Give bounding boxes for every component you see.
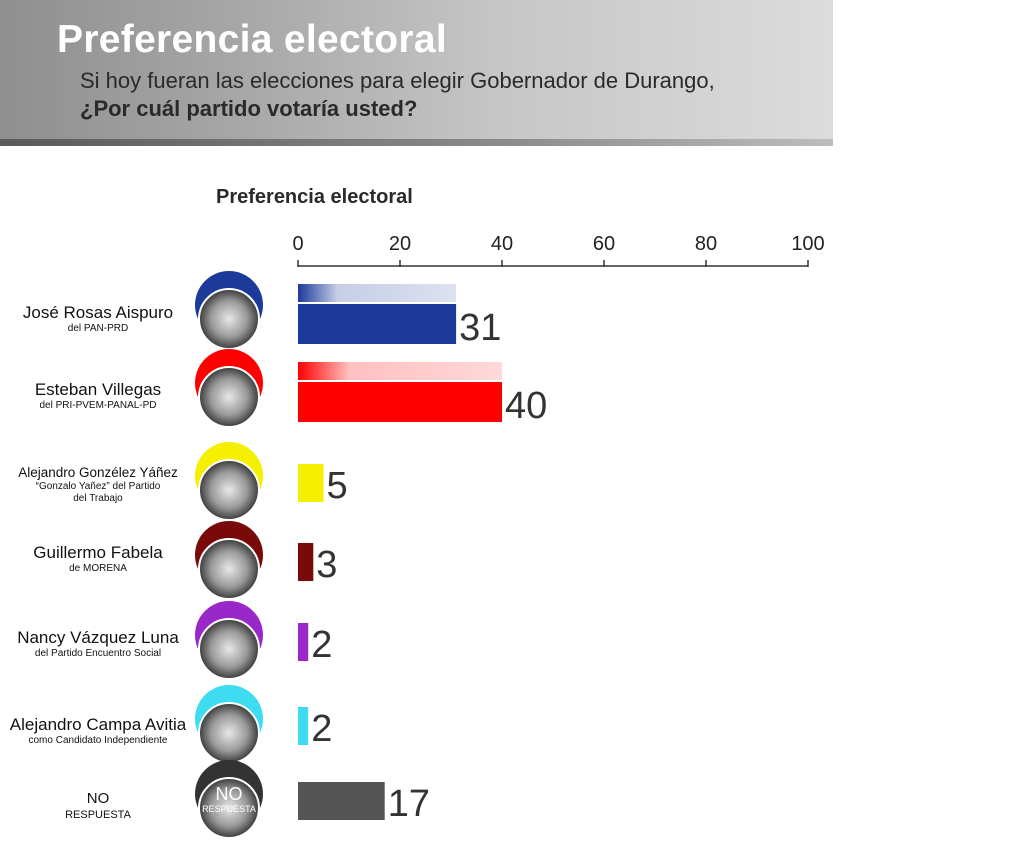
- candidate-name: Alejandro Campa Avitia: [9, 715, 187, 734]
- x-tick-label: 100: [791, 233, 824, 255]
- candidate-party: “Gonzalo Yañez” del Partido: [35, 481, 161, 492]
- data-label: 17: [388, 783, 430, 825]
- avatar: [198, 777, 260, 839]
- candidate-name: Alejandro Gonzélez Yáñez: [18, 465, 178, 480]
- bar-highlight: [298, 362, 502, 380]
- candidate-party: del Trabajo: [73, 493, 123, 504]
- bar: [298, 782, 385, 820]
- candidate-party: de MORENA: [69, 563, 127, 574]
- x-tick-label: 0: [292, 233, 303, 255]
- bar: [298, 543, 314, 581]
- avatar: [198, 618, 260, 680]
- bar: [298, 623, 309, 661]
- candidate-party: como Candidato Independiente: [28, 735, 168, 746]
- candidate-label: Nancy Vázquez Luna del Partido Encuentro…: [6, 628, 190, 660]
- avatar-text: RESPUESTA: [202, 804, 256, 814]
- candidate-label: José Rosas Aispuro del PAN-PRD: [6, 303, 190, 335]
- data-label: 5: [327, 465, 348, 507]
- page-title: Preferencia electoral: [57, 18, 448, 61]
- candidate-label: Alejandro Gonzélez Yáñez “Gonzalo Yañez”…: [6, 465, 190, 505]
- candidate-party: RESPUESTA: [65, 809, 131, 821]
- candidate-name: NO: [86, 790, 110, 807]
- header-band: [0, 0, 833, 146]
- bar-highlight: [298, 284, 457, 302]
- bar: [298, 304, 457, 344]
- data-label: 2: [311, 708, 332, 750]
- bar: [298, 707, 309, 745]
- question-emphasis: ¿Por cuál partido votaría usted?: [80, 96, 418, 121]
- candidate-party: del Partido Encuentro Social: [34, 648, 162, 659]
- candidate-party: del PAN-PRD: [67, 323, 129, 334]
- candidate-label: NO RESPUESTA: [6, 789, 190, 821]
- x-tick-label: 40: [491, 233, 513, 255]
- data-label: 40: [505, 385, 547, 427]
- candidate-name: Esteban Villegas: [34, 380, 162, 399]
- candidate-name: José Rosas Aispuro: [22, 303, 174, 322]
- avatar-text: NO: [216, 784, 243, 804]
- avatar: [198, 538, 260, 600]
- avatar: [198, 366, 260, 428]
- x-tick-label: 20: [389, 233, 411, 255]
- candidate-label: Guillermo Fabela de MORENA: [6, 543, 190, 575]
- candidate-label: Alejandro Campa Avitia como Candidato In…: [6, 715, 190, 747]
- candidate-label: Esteban Villegas del PRI-PVEM-PANAL-PD: [6, 380, 190, 412]
- avatar: [198, 288, 260, 350]
- bar: [298, 382, 502, 422]
- avatar: [198, 459, 260, 521]
- avatar: [198, 702, 260, 764]
- candidate-name: Guillermo Fabela: [33, 543, 163, 562]
- data-label: 3: [316, 544, 337, 586]
- chart-title: Preferencia electoral: [216, 186, 413, 208]
- bar: [298, 464, 324, 502]
- data-label: 2: [311, 624, 332, 666]
- candidate-name: Nancy Vázquez Luna: [17, 628, 179, 647]
- data-label: 31: [459, 307, 501, 349]
- x-tick-label: 80: [695, 233, 717, 255]
- candidate-party: del PRI-PVEM-PANAL-PD: [39, 400, 157, 411]
- x-tick-label: 60: [593, 233, 615, 255]
- question-text: Si hoy fueran las elecciones para elegir…: [80, 68, 715, 93]
